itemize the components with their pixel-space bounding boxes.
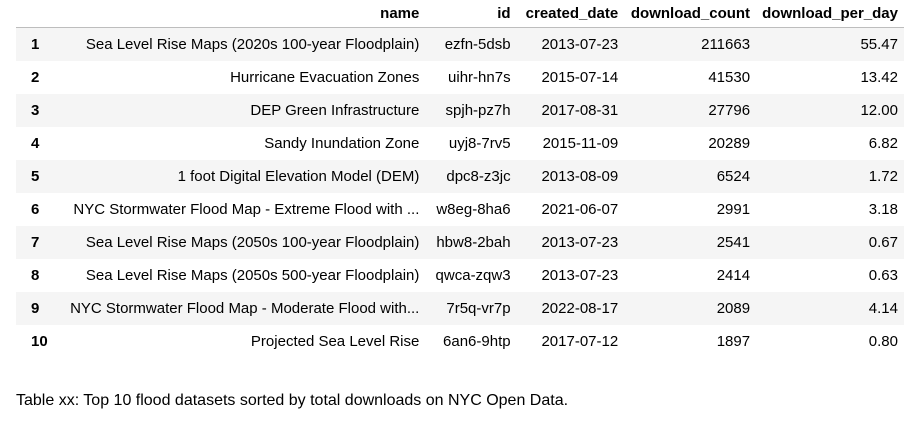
row-index: 2 <box>31 69 40 86</box>
header-id: id <box>425 0 517 28</box>
cell-name: NYC Stormwater Flood Map - Extreme Flood… <box>73 201 420 218</box>
dataframe-table-container: name id created_date download_count down… <box>16 0 906 358</box>
header-created-date: created_date <box>516 0 625 28</box>
cell-id: spjh-pz7h <box>445 102 511 119</box>
cell-id: qwca-zqw3 <box>435 267 511 284</box>
cell-download-count: 41530 <box>708 69 751 86</box>
cell-download-per-day: 13.42 <box>860 69 898 86</box>
cell-created-date: 2017-08-31 <box>541 102 619 119</box>
row-index: 4 <box>31 135 40 152</box>
cell-name: Sandy Inundation Zone <box>264 135 420 152</box>
table-row: 10 Projected Sea Level Rise 6an6-9htp 2017-… <box>16 325 904 358</box>
cell-id: uihr-hn7s <box>448 69 511 86</box>
cell-name: Projected Sea Level Rise <box>250 333 420 350</box>
cell-download-count: 2414 <box>716 267 751 284</box>
cell-created-date: 2015-07-14 <box>541 69 619 86</box>
cell-download-per-day: 6.82 <box>868 135 898 152</box>
header-download-count: download_count <box>624 0 757 28</box>
row-index: 7 <box>31 234 40 251</box>
table-row: 9 NYC Stormwater Flood Map - Moderate Flo… <box>16 292 904 325</box>
cell-created-date: 2013-08-09 <box>541 168 619 185</box>
cell-download-per-day: 3.18 <box>868 201 898 218</box>
cell-id: uyj8-7rv5 <box>448 135 511 152</box>
row-index: 5 <box>31 168 40 185</box>
header-index <box>16 0 55 28</box>
cell-download-per-day: 12.00 <box>860 102 898 119</box>
table-row: 3 DEP Green Infrastructure spjh-pz7h 2017-0… <box>16 94 904 127</box>
header-name: name <box>54 0 426 28</box>
cell-created-date: 2013-07-23 <box>541 36 619 53</box>
cell-name: Hurricane Evacuation Zones <box>230 69 420 86</box>
table-row: 5 1 foot Digital Elevation Model (DEM) dpc… <box>16 160 904 193</box>
table-row: 4 Sandy Inundation Zone uyj8-7rv5 2015-11-0… <box>16 127 904 160</box>
cell-download-per-day: 55.47 <box>860 36 898 53</box>
cell-created-date: 2017-07-12 <box>541 333 619 350</box>
cell-download-count: 6524 <box>716 168 751 185</box>
cell-download-per-day: 1.72 <box>868 168 898 185</box>
cell-download-count: 1897 <box>716 333 751 350</box>
cell-download-per-day: 0.80 <box>868 333 898 350</box>
row-index: 6 <box>31 201 40 218</box>
cell-download-per-day: 4.14 <box>868 300 898 317</box>
cell-download-count: 211663 <box>701 36 751 53</box>
row-index: 1 <box>31 36 40 53</box>
cell-created-date: 2013-07-23 <box>541 267 619 284</box>
table-caption: Table xx: Top 10 flood datasets sorted b… <box>16 392 569 409</box>
cell-name: NYC Stormwater Flood Map - Moderate Floo… <box>70 300 420 317</box>
cell-name: Sea Level Rise Maps (2020s 100-year Floo… <box>85 36 420 53</box>
cell-download-count: 20289 <box>708 135 751 152</box>
cell-name: DEP Green Infrastructure <box>250 102 420 119</box>
cell-created-date: 2015-11-09 <box>542 135 619 152</box>
cell-download-count: 27796 <box>708 102 751 119</box>
cell-id: 6an6-9htp <box>443 333 511 350</box>
cell-created-date: 2013-07-23 <box>541 234 619 251</box>
dataframe-table: name id created_date download_count down… <box>16 0 904 358</box>
cell-name: Sea Level Rise Maps (2050s 100-year Floo… <box>85 234 420 251</box>
row-index: 3 <box>31 102 40 119</box>
cell-id: w8eg-8ha6 <box>436 201 511 218</box>
table-row: 2 Hurricane Evacuation Zones uihr-hn7s 2015… <box>16 61 904 94</box>
cell-download-per-day: 0.63 <box>868 267 898 284</box>
table-row: 8 Sea Level Rise Maps (2050s 500-year Flo… <box>16 259 904 292</box>
table-row: 7 Sea Level Rise Maps (2050s 100-year Flo… <box>16 226 904 259</box>
row-index: 8 <box>31 267 40 284</box>
cell-id: hbw8-2bah <box>436 234 511 251</box>
table-row: 6 NYC Stormwater Flood Map - Extreme Floo… <box>16 193 904 226</box>
row-index: 10 <box>31 333 48 350</box>
cell-download-count: 2089 <box>716 300 751 317</box>
cell-name: Sea Level Rise Maps (2050s 500-year Floo… <box>85 267 420 284</box>
cell-id: ezfn-5dsb <box>444 36 511 53</box>
cell-id: 7r5q-vr7p <box>446 300 511 317</box>
row-index: 9 <box>31 300 40 317</box>
cell-download-count: 2541 <box>716 234 751 251</box>
cell-download-count: 2991 <box>716 201 751 218</box>
table-row: 1 Sea Level Rise Maps (2020s 100-year Flo… <box>16 27 904 61</box>
table-header: name id created_date download_count down… <box>16 0 904 28</box>
header-row: name id created_date download_count down… <box>16 0 904 28</box>
table-body: 1 Sea Level Rise Maps (2020s 100-year Flo… <box>16 27 904 358</box>
cell-download-per-day: 0.67 <box>868 234 898 251</box>
cell-created-date: 2021-06-07 <box>541 201 619 218</box>
cell-created-date: 2022-08-17 <box>541 300 619 317</box>
cell-name: 1 foot Digital Elevation Model (DEM) <box>177 168 420 185</box>
cell-id: dpc8-z3jc <box>446 168 511 185</box>
header-download-per-day: download_per_day <box>756 0 904 28</box>
